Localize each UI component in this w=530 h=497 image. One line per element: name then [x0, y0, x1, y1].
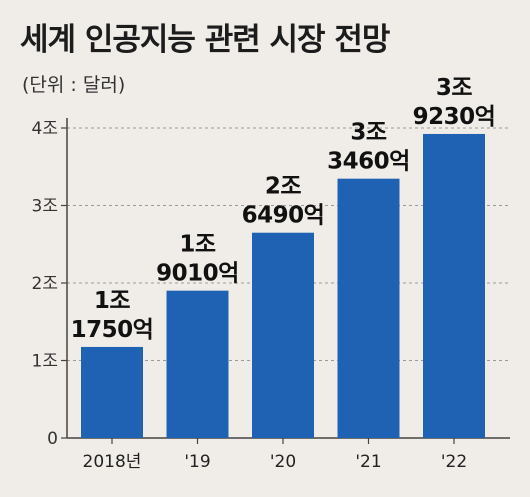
x-tick-label: '22 [441, 452, 467, 472]
data-label: 9010억 [156, 261, 239, 287]
data-label: 3460억 [327, 149, 410, 175]
y-tick-label: 2조 [32, 274, 58, 294]
x-tick-label: '19 [184, 452, 210, 472]
bar [252, 232, 314, 438]
x-tick-label: 2018년 [83, 452, 142, 472]
data-label: 9230억 [413, 104, 496, 130]
data-label: 1조 [94, 288, 131, 314]
bar [166, 290, 229, 438]
chart-title: 세계 인공지능 관련 시장 전망 [20, 22, 390, 58]
data-label: 1750억 [71, 317, 154, 343]
data-label: 3조 [436, 75, 473, 101]
y-tick-label: 3조 [32, 197, 58, 217]
bar [337, 178, 400, 438]
data-label: 6490억 [242, 203, 325, 229]
data-label: 3조 [350, 120, 387, 146]
y-tick-label: 1조 [32, 352, 58, 372]
data-label: 1조 [179, 232, 216, 258]
bar [81, 346, 143, 438]
chart-unit: (단위 : 달러) [22, 74, 126, 96]
y-tick-label: 0 [47, 429, 58, 449]
y-tick-label: 4조 [32, 119, 58, 139]
x-tick-label: '21 [355, 452, 381, 472]
data-label: 2조 [265, 174, 302, 200]
bar [423, 133, 485, 438]
x-tick-label: '20 [270, 452, 296, 472]
